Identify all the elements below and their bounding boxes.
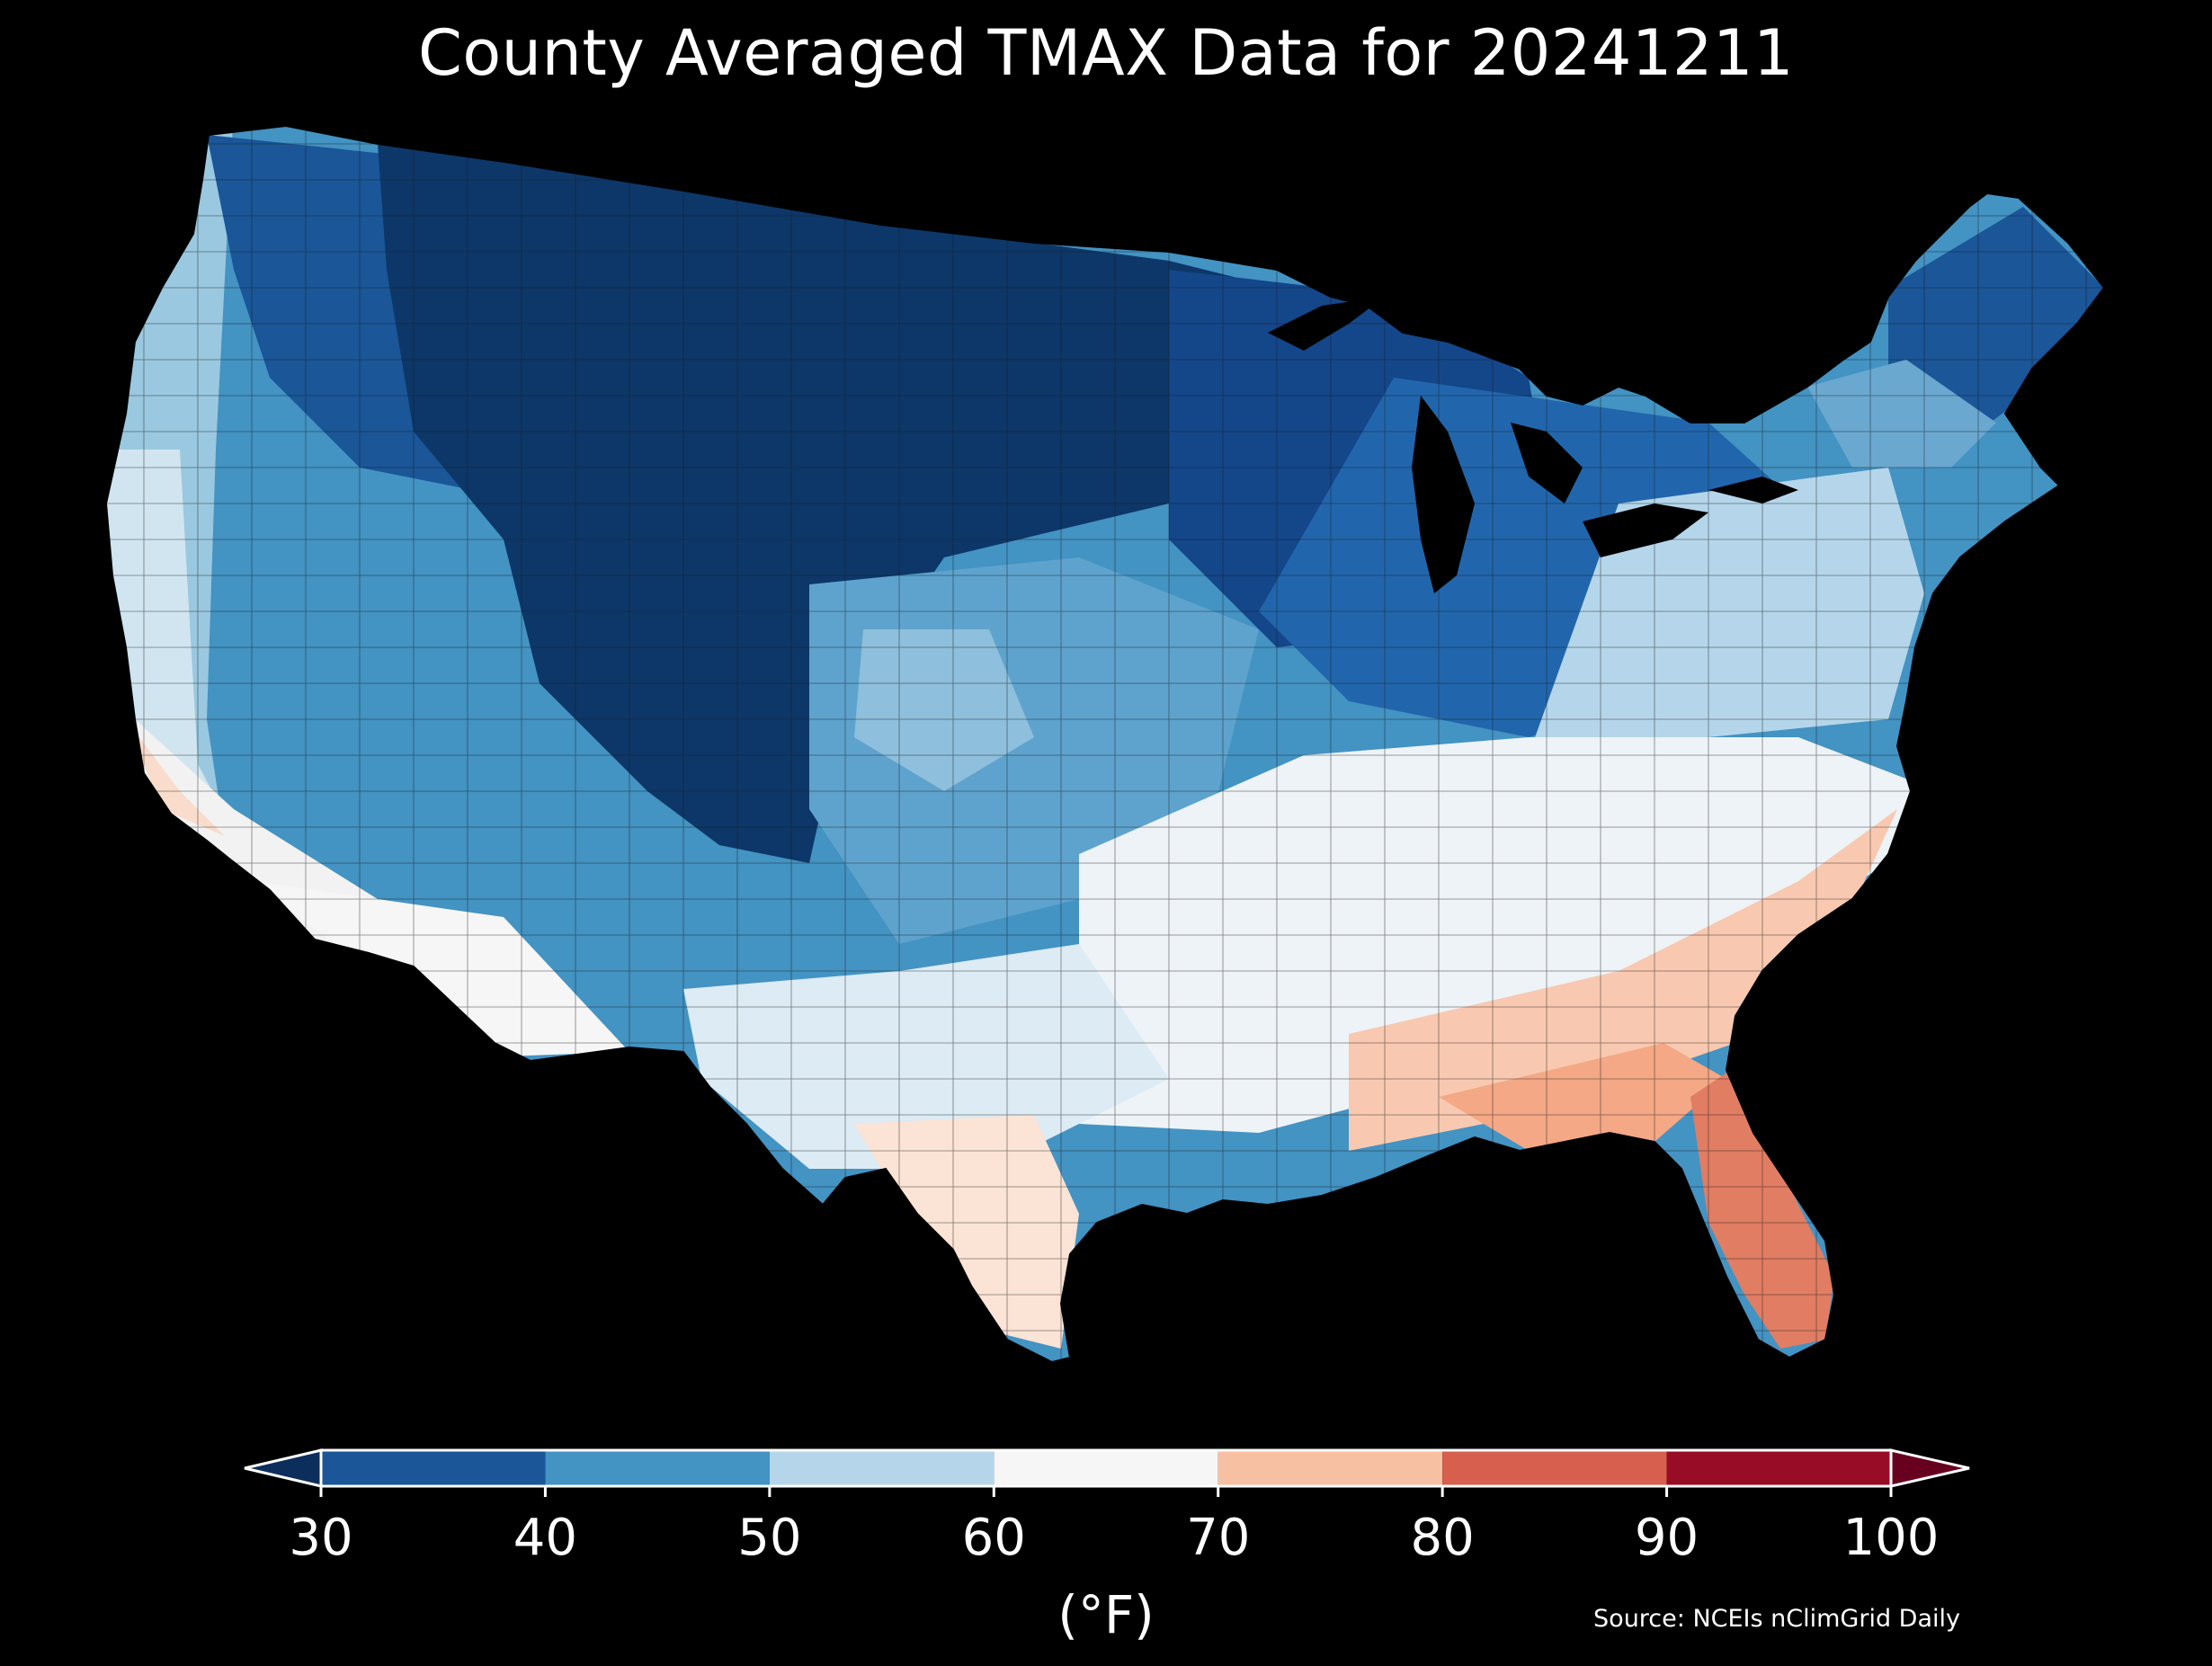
colorbar-under-arrow [244, 1448, 323, 1488]
colorbar-bin-30-40 [321, 1450, 546, 1486]
colorbar-tick-label-50: 50 [737, 1509, 802, 1567]
colorbar-tick-label-80: 80 [1410, 1509, 1475, 1567]
colorbar-ticks [319, 1486, 1893, 1497]
colorbar-bin-70-80 [1217, 1450, 1443, 1486]
colorbar-frame [319, 1448, 1893, 1488]
colorbar-tick-label-60: 60 [961, 1509, 1026, 1567]
source-credit: Source: NCEIs nClimGrid Daily [1593, 1605, 1960, 1633]
map-title: County Averaged TMAX Data for 20241211 [417, 16, 1795, 90]
colorbar-over-arrow [1889, 1448, 1970, 1488]
colorbar-bin-40-50 [545, 1450, 770, 1486]
colorbar-unit-label: (°F) [1057, 1584, 1155, 1645]
colorbar-tick-label-30: 30 [289, 1509, 353, 1567]
colorbar-tick-label-100: 100 [1842, 1509, 1940, 1567]
colorbar-bin-50-60 [769, 1450, 995, 1486]
us-outline [104, 124, 2106, 1364]
colorbar-bin-60-70 [994, 1450, 1218, 1486]
colorbar-tick-label-90: 90 [1634, 1509, 1699, 1567]
colorbar-bins [321, 1450, 1891, 1486]
great-lakes [1268, 297, 1798, 593]
colorbar-tick-label-40: 40 [513, 1509, 578, 1567]
colorbar-bin-80-90 [1442, 1450, 1667, 1486]
colorbar-bin-90-100 [1666, 1450, 1891, 1486]
colorbar-tick-label-70: 70 [1186, 1509, 1251, 1567]
